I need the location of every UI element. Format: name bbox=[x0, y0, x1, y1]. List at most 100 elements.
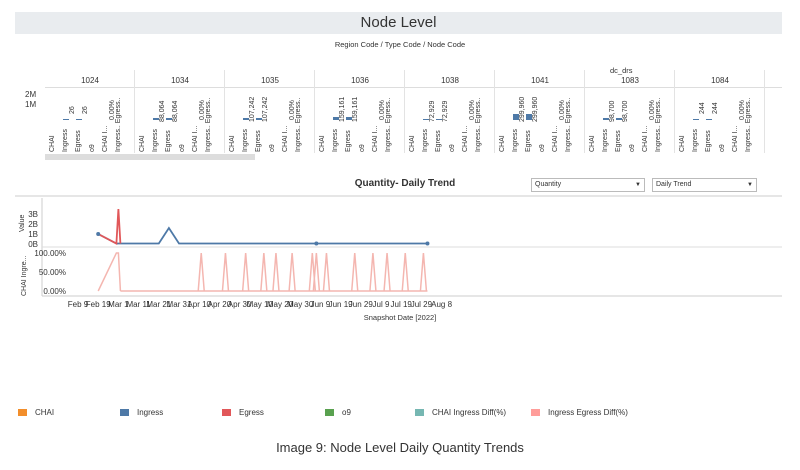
egress-bar bbox=[436, 119, 442, 120]
node-code: 1083 bbox=[621, 76, 639, 85]
x-tick-label: Mar 11 bbox=[126, 300, 151, 309]
legend-label: CHAI Ingress Diff(%) bbox=[432, 408, 507, 417]
x-tick-label: May 20 bbox=[267, 300, 294, 309]
pct-spike bbox=[260, 252, 268, 292]
x-tick-label: Mar 1 bbox=[108, 300, 129, 309]
measure-dropdown[interactable]: Quantity ▼ bbox=[531, 178, 645, 192]
legend-label: Egress bbox=[239, 408, 264, 417]
column-divider bbox=[584, 70, 585, 153]
legend-item: CHAI Ingress Diff(%) bbox=[415, 408, 506, 417]
pct-tick-label: 100.00% bbox=[34, 249, 66, 258]
legend-item: CHAI bbox=[18, 408, 54, 417]
node-code: 1041 bbox=[531, 76, 549, 85]
pct-spike bbox=[312, 252, 321, 292]
egress-bar bbox=[616, 118, 622, 120]
trend-title: Quantity- Daily Trend bbox=[354, 178, 456, 189]
measure-dropdown-value: Quantity bbox=[535, 181, 562, 188]
ingress-bar bbox=[603, 118, 609, 120]
ingress-point bbox=[96, 232, 101, 236]
group-label: dc_drs bbox=[610, 66, 633, 75]
pct-spike bbox=[221, 252, 230, 292]
pct-spike bbox=[288, 252, 296, 292]
legend-item: Ingress bbox=[120, 408, 163, 417]
x-tick-label: Mar 31 bbox=[167, 300, 192, 309]
egress-bar bbox=[526, 114, 532, 120]
node-code: 1036 bbox=[351, 76, 369, 85]
horizontal-scrollbar[interactable] bbox=[45, 154, 255, 160]
legend-item: o9 bbox=[325, 408, 351, 417]
value-axis-label: Value bbox=[19, 215, 26, 232]
pct-spike bbox=[241, 252, 250, 292]
ingress-bar bbox=[153, 118, 159, 120]
egress-bar bbox=[166, 118, 172, 120]
ingress-bar bbox=[63, 119, 69, 120]
node-code: 1038 bbox=[441, 76, 459, 85]
legend-label: Ingress bbox=[137, 408, 164, 417]
x-tick-label: Mar 21 bbox=[146, 300, 171, 309]
column-divider bbox=[224, 70, 225, 153]
ingress-point bbox=[314, 241, 319, 246]
caption: Image 9: Node Level Daily Quantity Trend… bbox=[276, 440, 524, 455]
pct-spike bbox=[322, 252, 331, 292]
pct-line-initial bbox=[97, 252, 122, 292]
legend-swatch bbox=[325, 409, 334, 416]
legend-item: Ingress Egress Diff(%) bbox=[531, 408, 628, 417]
chevron-down-icon: ▼ bbox=[635, 182, 641, 188]
legend-label: Ingress Egress Diff(%) bbox=[548, 408, 628, 417]
table-top-border bbox=[45, 87, 782, 88]
pct-spike bbox=[272, 252, 280, 292]
x-tick-label: Feb 19 bbox=[86, 300, 111, 309]
legend-swatch bbox=[18, 409, 27, 416]
pct-spike bbox=[369, 252, 377, 292]
column-divider bbox=[764, 70, 765, 153]
node-code: 1024 bbox=[81, 76, 99, 85]
y-tick-label: 2M bbox=[25, 90, 37, 99]
value-tick-label: 2B bbox=[28, 220, 38, 229]
column-divider bbox=[404, 70, 405, 153]
value-tick-label: 3B bbox=[28, 210, 38, 219]
value-tick-label: 1B bbox=[28, 230, 38, 239]
legend-label: o9 bbox=[342, 408, 351, 417]
egress-bar bbox=[256, 118, 262, 120]
node-level-header: Node Level bbox=[15, 12, 782, 34]
x-tick-label: May 30 bbox=[287, 300, 314, 309]
pct-tick-label: 50.00% bbox=[39, 268, 66, 277]
x-tick-label: Feb 9 bbox=[68, 300, 89, 309]
view-dropdown-value: Daily Trend bbox=[656, 181, 692, 188]
ingress-bar bbox=[693, 119, 699, 120]
egress-bar bbox=[76, 119, 82, 120]
x-tick-label: Jul 9 bbox=[373, 300, 390, 309]
ingress-bar bbox=[243, 118, 249, 120]
legend-swatch bbox=[531, 409, 540, 416]
egress-bar bbox=[346, 117, 352, 120]
pct-spike bbox=[197, 252, 205, 292]
x-tick-label: Jun 9 bbox=[311, 300, 331, 309]
egress-line bbox=[97, 208, 122, 245]
column-divider bbox=[314, 70, 315, 153]
ingress-bar bbox=[333, 117, 339, 120]
x-tick-label: Jun 29 bbox=[349, 300, 374, 309]
y-tick-label: 1M bbox=[25, 100, 37, 109]
view-dropdown[interactable]: Daily Trend ▼ bbox=[652, 178, 757, 192]
pct-tick-label: 0.00% bbox=[43, 287, 66, 296]
ingress-point bbox=[425, 241, 430, 246]
pct-spike bbox=[401, 252, 409, 292]
node-code: 1034 bbox=[171, 76, 189, 85]
node-code: 1035 bbox=[261, 76, 279, 85]
x-tick-label: Apr 20 bbox=[208, 300, 232, 309]
legend-swatch bbox=[120, 409, 129, 416]
pct-spike bbox=[419, 252, 428, 292]
chevron-down-icon: ▼ bbox=[747, 182, 753, 188]
legend-swatch bbox=[415, 409, 424, 416]
egress-bar bbox=[706, 119, 712, 120]
legend-label: CHAI bbox=[35, 408, 55, 417]
ingress-bar bbox=[513, 114, 519, 120]
ingress-bar bbox=[423, 119, 429, 120]
column-divider bbox=[134, 70, 135, 153]
legend-swatch bbox=[222, 409, 231, 416]
pct-spike bbox=[383, 252, 391, 292]
x-tick-label: Jun 19 bbox=[329, 300, 354, 309]
x-tick-label: Jul 29 bbox=[411, 300, 433, 309]
node-level-subtitle: Region Code / Type Code / Node Code bbox=[334, 40, 466, 49]
